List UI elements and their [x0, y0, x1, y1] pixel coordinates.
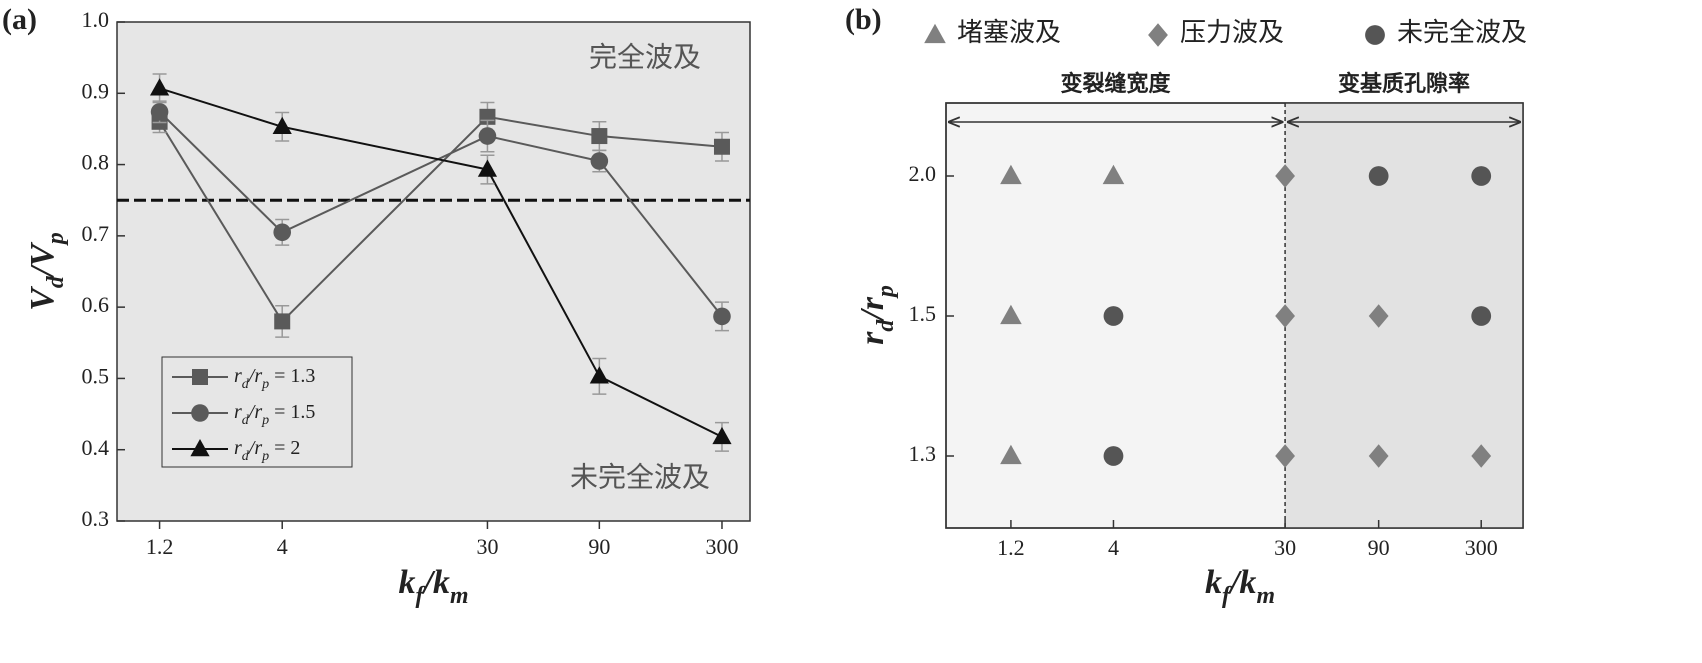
marker-diamond: [1275, 304, 1295, 328]
panel-label: (b): [845, 3, 882, 36]
y-axis-label: Vd/Vp: [24, 232, 70, 311]
annotation: 未完全波及: [570, 461, 710, 493]
y-tick-label: 0.9: [82, 78, 110, 103]
marker-triangle: [924, 23, 946, 44]
legend-label: rd/rp = 1.5: [234, 401, 315, 428]
marker-triangle: [272, 116, 292, 134]
y-tick-label: 2.0: [909, 161, 937, 186]
y-tick-label: 0.5: [82, 363, 110, 388]
legend-label: rd/rp = 2: [234, 437, 300, 464]
x-tick-label: 90: [1368, 535, 1390, 560]
marker-diamond: [1368, 304, 1389, 328]
marker-circle: [150, 103, 169, 121]
marker-triangle: [190, 439, 210, 457]
marker-triangle: [1000, 304, 1022, 325]
x-tick-label: 4: [1108, 535, 1119, 560]
marker-diamond: [1471, 444, 1492, 468]
y-tick-label: 1.0: [82, 7, 110, 32]
legend-label: 未完全波及: [1397, 18, 1527, 47]
marker-circle: [1103, 306, 1124, 326]
marker-square: [591, 128, 608, 145]
marker-circle: [1368, 166, 1389, 186]
marker-diamond: [1275, 164, 1295, 188]
y-tick-label: 0.6: [82, 292, 110, 317]
x-tick-label: 1.2: [997, 535, 1025, 560]
marker-circle: [1471, 306, 1492, 326]
y-tick-label: 0.3: [82, 506, 110, 531]
marker-circle: [1365, 25, 1385, 45]
marker-circle: [713, 307, 731, 326]
legend-box: [161, 356, 353, 468]
marker-circle: [478, 127, 497, 145]
legend-label: 堵塞波及: [957, 18, 1061, 47]
x-tick-label: 30: [476, 534, 498, 559]
marker-square: [713, 138, 730, 155]
x-tick-label: 90: [588, 534, 610, 559]
marker-square: [274, 313, 291, 330]
marker-triangle: [712, 426, 732, 445]
region-label: 变基质孔隙率: [1338, 71, 1470, 96]
marker-triangle: [1000, 444, 1022, 465]
marker-circle: [273, 223, 292, 242]
marker-square: [192, 369, 208, 385]
panel-label: (a): [2, 3, 37, 36]
marker-triangle: [477, 159, 498, 177]
marker-triangle: [1102, 164, 1125, 185]
x-tick-label: 4: [277, 534, 288, 559]
annotation: 完全波及: [589, 41, 701, 73]
marker-diamond: [1148, 23, 1168, 47]
plot-area: [116, 21, 751, 522]
y-axis-label: rd/rp: [854, 285, 900, 345]
x-tick-label: 30: [1274, 535, 1296, 560]
x-tick-label: 300: [1465, 535, 1498, 560]
x-axis-label: kf/km: [399, 564, 469, 610]
marker-circle: [1103, 446, 1124, 466]
y-tick-label: 0.7: [82, 221, 110, 246]
marker-circle: [1471, 166, 1492, 186]
marker-triangle: [1000, 164, 1022, 185]
marker-circle: [590, 152, 609, 170]
marker-diamond: [1368, 444, 1389, 468]
y-tick-label: 0.8: [82, 150, 110, 175]
x-axis-label: kf/km: [1205, 564, 1275, 610]
marker-circle: [191, 404, 209, 422]
legend-label: rd/rp = 1.3: [234, 365, 315, 392]
x-tick-label: 1.2: [146, 534, 174, 559]
x-tick-label: 300: [705, 534, 738, 559]
y-tick-label: 1.5: [909, 301, 937, 326]
region-label: 变裂缝宽度: [1061, 71, 1172, 96]
marker-triangle: [149, 78, 170, 96]
legend-label: 压力波及: [1180, 18, 1284, 47]
y-tick-label: 1.3: [909, 441, 937, 466]
marker-diamond: [1275, 444, 1295, 468]
marker-triangle: [589, 366, 609, 384]
y-tick-label: 0.4: [82, 435, 110, 460]
